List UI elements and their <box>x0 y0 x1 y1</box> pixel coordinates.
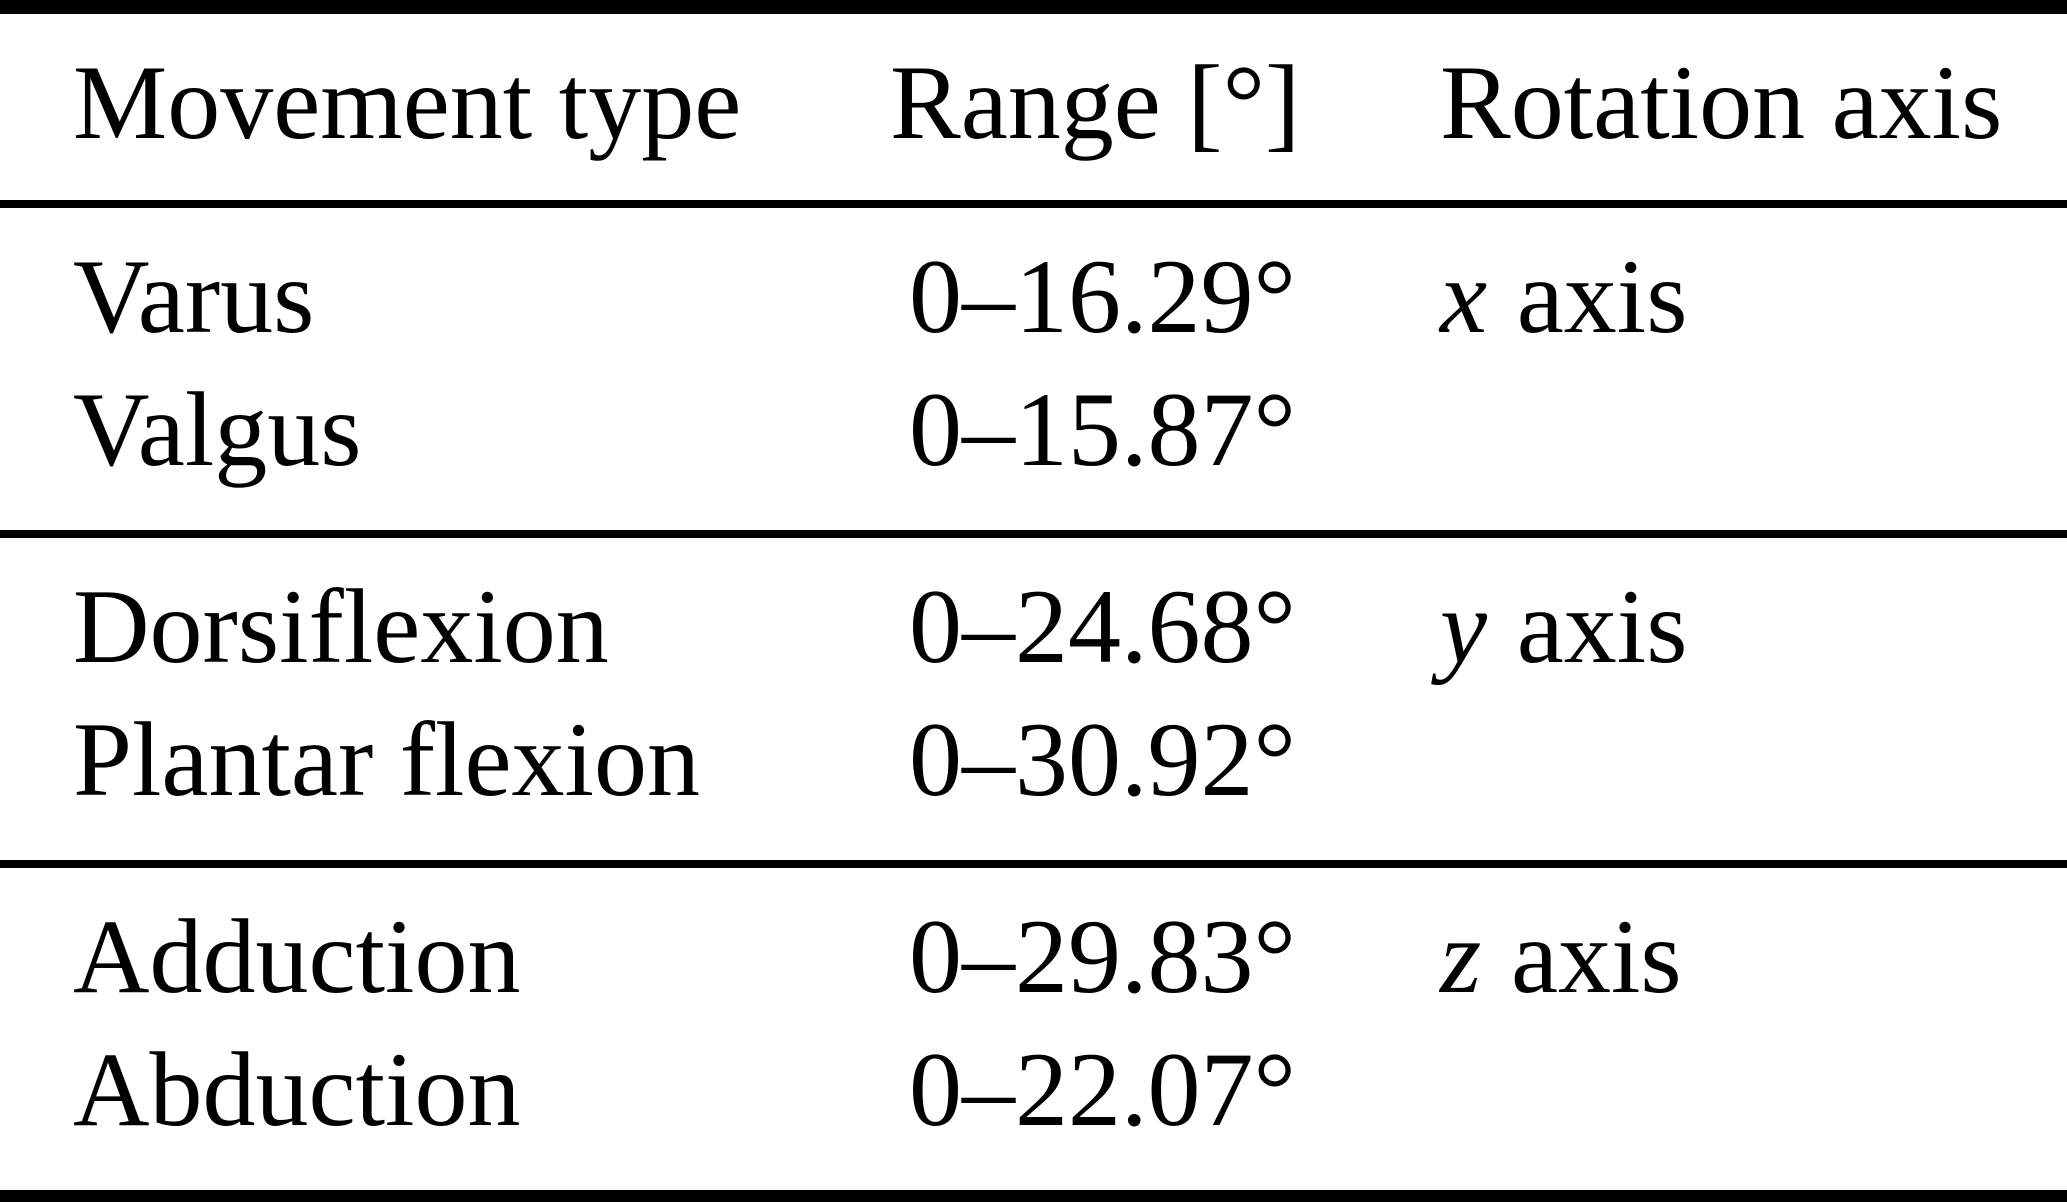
movement-cell: Dorsiflexion <box>73 567 609 685</box>
axis-cell: z axis <box>1440 903 2067 1010</box>
header-divider-rule <box>0 200 2067 208</box>
section-x-axis: Varus 0–16.29° x axis Valgus 0–15.87° <box>0 208 2067 530</box>
section-z-axis: Adduction 0–29.83° z axis Abduction 0–22.… <box>0 868 2067 1190</box>
axis-word: axis <box>1510 897 1682 1015</box>
table-row: Dorsiflexion 0–24.68° y axis <box>0 560 2067 693</box>
column-header-rotation-axis: Rotation axis <box>1440 43 2003 161</box>
bottom-rule <box>0 1190 2067 1202</box>
range-cell: 0–22.07° <box>909 1030 1296 1148</box>
movement-cell: Varus <box>73 237 315 355</box>
axis-letter: z <box>1440 897 1482 1015</box>
movement-cell: Abduction <box>73 1030 521 1148</box>
table-row: Abduction 0–22.07° <box>0 1023 2067 1156</box>
axis-letter: y <box>1440 567 1488 685</box>
movement-cell: Valgus <box>73 370 362 488</box>
axis-word: axis <box>1516 567 1688 685</box>
column-header-range: Range [°] <box>890 43 1301 161</box>
table-header: Movement type Range [°] Rotation axis <box>0 14 2067 200</box>
table-row: Valgus 0–15.87° <box>0 363 2067 496</box>
table-row: Adduction 0–29.83° z axis <box>0 890 2067 1023</box>
movement-cell: Plantar flexion <box>73 700 700 818</box>
range-cell: 0–24.68° <box>909 567 1296 685</box>
range-cell: 0–15.87° <box>909 370 1296 488</box>
range-cell: 0–30.92° <box>909 700 1296 818</box>
section-y-axis: Dorsiflexion 0–24.68° y axis Plantar flex… <box>0 538 2067 860</box>
column-header-movement-type: Movement type <box>73 43 742 161</box>
top-rule <box>0 0 2067 14</box>
section-divider-rule <box>0 530 2067 538</box>
range-cell: 0–29.83° <box>909 897 1296 1015</box>
movement-cell: Adduction <box>73 897 521 1015</box>
axis-letter: x <box>1440 237 1488 355</box>
range-cell: 0–16.29° <box>909 237 1296 355</box>
table-row: Plantar flexion 0–30.92° <box>0 693 2067 826</box>
section-divider-rule <box>0 860 2067 868</box>
table-row: Varus 0–16.29° x axis <box>0 230 2067 363</box>
axis-cell: y axis <box>1440 573 2067 680</box>
axis-word: axis <box>1516 237 1688 355</box>
header-row: Movement type Range [°] Rotation axis <box>0 36 2067 169</box>
axis-cell: x axis <box>1440 243 2067 350</box>
